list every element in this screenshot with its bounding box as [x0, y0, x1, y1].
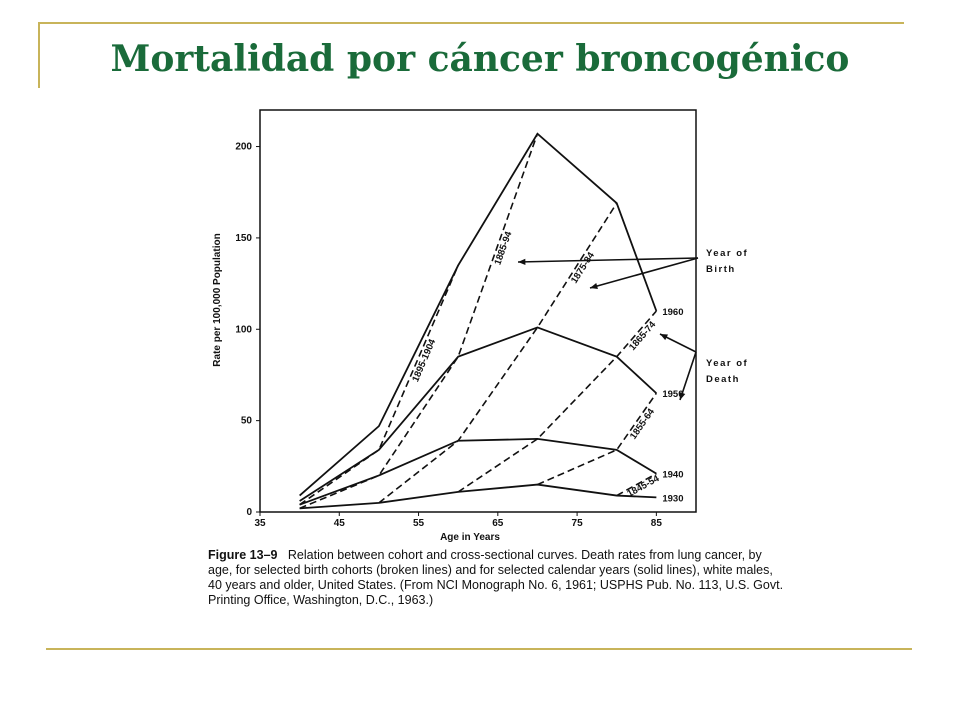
- birth-arrow-2-head: [590, 283, 598, 290]
- y-tick-label: 0: [246, 507, 252, 518]
- birth-arrow-1-head: [518, 258, 526, 265]
- cohort-label-1885-94: 1885-94: [492, 229, 514, 266]
- death-arrow-2: [679, 351, 697, 401]
- year-of-death-label-2: Death: [706, 374, 740, 385]
- birth-arrow-1: [517, 257, 699, 263]
- x-tick-label: 35: [254, 518, 266, 529]
- year-line-1960: [299, 132, 658, 497]
- year-label-1940: 1940: [662, 470, 683, 481]
- x-tick-label: 65: [492, 518, 504, 529]
- y-tick-label: 200: [235, 142, 252, 153]
- slide-title: Mortalidad por cáncer broncogénico: [110, 38, 850, 80]
- cohort-line-1865-74: [457, 310, 657, 493]
- cohort-label-1845-54: 1845-54: [625, 473, 661, 500]
- x-tick-label: 45: [334, 518, 346, 529]
- x-tick-label: 85: [651, 518, 663, 529]
- cohort-line-1845-54: [616, 472, 657, 497]
- cohort-line-1875-84: [378, 202, 618, 504]
- year-label-1950: 1950: [662, 389, 683, 400]
- birth-arrow-2: [589, 257, 699, 289]
- y-tick-label: 100: [235, 324, 252, 335]
- death-arrow-2-head: [679, 392, 686, 400]
- year-of-death-label-1: Year of: [706, 358, 748, 369]
- chart: 35 45 55 65 75 85 0 50 100 150 200 1930 1940 1950 196…: [212, 109, 748, 543]
- y-axis-label: Rate per 100,000 Population: [212, 233, 223, 366]
- cohort-label-1895-1904: 1895-1904: [410, 337, 438, 384]
- bottom-horizontal-rule: [46, 648, 912, 650]
- year-line-1950: [299, 326, 657, 502]
- figure-caption: Figure 13–9 Relation between cohort and …: [208, 548, 788, 608]
- y-tick-label: 50: [241, 416, 253, 427]
- figure-label: Figure 13–9: [208, 548, 278, 562]
- top-horizontal-rule: [38, 22, 904, 24]
- caption-text: Relation between cohort and cross-sectio…: [208, 548, 784, 607]
- top-vertical-rule: [38, 22, 40, 88]
- year-of-birth-label-1: Year of: [706, 248, 748, 259]
- y-tick-label: 150: [235, 233, 252, 244]
- x-tick-label: 75: [572, 518, 584, 529]
- cohort-line-1885-94: [299, 133, 539, 510]
- plot-frame: [259, 109, 697, 513]
- year-of-birth-label-2: Birth: [706, 264, 736, 275]
- year-line-1930: [299, 483, 657, 510]
- year-label-1960: 1960: [662, 307, 683, 318]
- x-tick-label: 55: [413, 518, 425, 529]
- x-axis-label: Age in Years: [440, 532, 500, 543]
- death-arrow-1-head: [660, 334, 668, 341]
- cohort-line-1855-64: [537, 392, 658, 486]
- year-label-1930: 1930: [662, 493, 683, 504]
- cohort-label-1865-74: 1865-74: [627, 319, 659, 353]
